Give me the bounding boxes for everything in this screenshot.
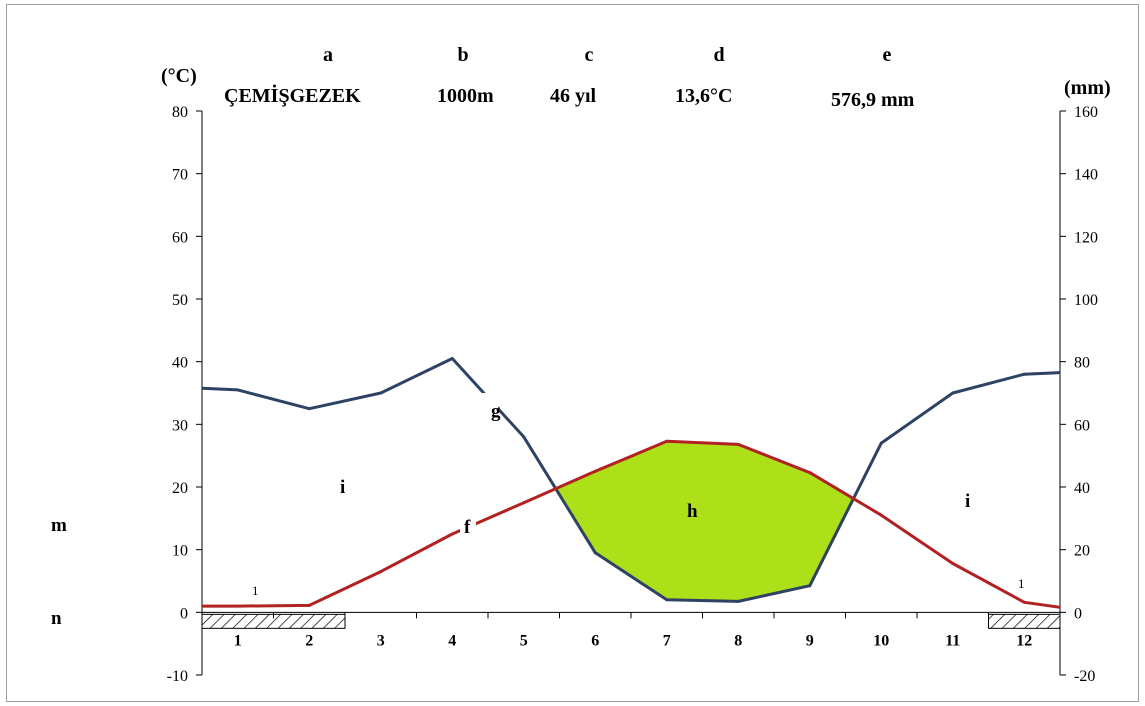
tick-labels: 80706050403020100-1016014012010080604020… [167,104,1098,685]
precipitation-point-month-2 [307,407,311,411]
annotation-g: g [491,401,501,422]
header-letter-b: b [457,44,468,66]
left-tick-label: 80 [172,104,188,121]
x-tick-label-month-4: 4 [448,632,456,649]
label-gap-f [460,512,476,538]
right-tick-label: 140 [1074,167,1098,184]
left-tick-label: 0 [180,605,188,622]
temperature-point-month-9 [808,471,812,475]
right-tick-label: 40 [1074,480,1090,497]
right-tick-label: 160 [1074,104,1098,121]
left-tick-label: 60 [172,229,188,246]
left-tick-label: 10 [172,543,188,560]
annotation-f: f [464,517,471,538]
right-tick-label: 80 [1074,355,1090,372]
x-tick-label-month-12: 12 [1016,632,1032,649]
station-elevation: 1000m [437,85,494,107]
chart-frame: a b c d e ÇEMİŞGEZEK 1000m 46 yıl 13,6°C… [6,4,1139,702]
temperature-point-month-2 [307,603,311,607]
precipitation-point-month-12 [1022,372,1026,376]
axes [196,110,1066,676]
temperature-point-month-7 [665,439,669,443]
right-tick-label: 20 [1074,543,1090,560]
right-tick-label: 120 [1074,229,1098,246]
series-lines [201,357,1061,609]
temperature-point-month-11 [951,561,955,565]
header-letter-c: c [585,44,594,66]
precipitation-point-month-3 [379,391,383,395]
right-tick-label: 60 [1074,417,1090,434]
precipitation-point-month-7 [665,598,669,602]
annual-precipitation: 576,9 mm [831,89,915,111]
header-letter-e: e [883,44,892,66]
left-tick-label: 20 [172,480,188,497]
temperature-line [202,439,1061,609]
left-tick-label: 30 [172,417,188,434]
arid-period-area [555,441,854,602]
annotation-one-right: 1 [1018,576,1025,591]
precipitation-point-month-4 [450,357,454,361]
label-gap-g [482,393,498,423]
precipitation-point-month-1 [236,388,240,392]
precipitation-point-month-5 [522,435,526,439]
x-tick-label-month-9: 9 [806,632,814,649]
x-tick-label-month-6: 6 [591,632,599,649]
header-letter-a: a [323,44,333,66]
precipitation-point-month-6 [593,551,597,555]
precipitation-point-month-10 [879,441,883,445]
temperature-point-month-5 [522,501,526,505]
x-tick-label-month-8: 8 [734,632,742,649]
precipitation-point-month-11 [951,391,955,395]
right-tick-label: 100 [1074,292,1098,309]
precipitation-point-month-8 [736,599,740,603]
right-tick-label: -20 [1074,668,1095,685]
temperature-point-month-8 [736,442,740,446]
annotation-n: n [51,608,62,629]
right-tick-label: 0 [1074,605,1082,622]
left-tick-label: 40 [172,355,188,372]
left-tick-label: 70 [172,167,188,184]
right-axis-label: (mm) [1064,77,1111,99]
x-tick-label-month-7: 7 [663,632,671,649]
annotation-m: m [51,515,67,536]
observation-years: 46 yıl [550,85,597,107]
temperature-point-month-6 [593,469,597,473]
temperature-point-month-10 [879,513,883,517]
left-tick-label: -10 [167,668,188,685]
header-letter-d: d [713,44,724,66]
left-tick-label: 50 [172,292,188,309]
x-tick-label-month-1: 1 [234,632,242,649]
annotation-h: h [687,501,698,522]
temperature-point-month-1 [236,604,240,608]
station-name: ÇEMİŞGEZEK [224,83,361,107]
precipitation-point-month-9 [808,584,812,588]
arid-area-polygon [555,441,854,602]
x-tick-label-month-3: 3 [377,632,385,649]
temperature-point-month-12 [1022,600,1026,604]
x-tick-label-month-11: 11 [945,632,960,649]
frost-bar-end [988,613,1061,629]
left-axis-label: (°C) [161,65,197,87]
x-tick-label-month-10: 10 [873,632,889,649]
frost-bar-start [201,613,346,629]
climate-diagram: a b c d e ÇEMİŞGEZEK 1000m 46 yıl 13,6°C… [51,44,1111,685]
x-tick-label-month-5: 5 [520,632,528,649]
precipitation-line [201,357,1061,603]
annotation-i-right: i [965,491,970,512]
annotation-i-left: i [340,477,345,498]
temperature-point-month-3 [379,570,383,574]
temperature-point-month-4 [450,532,454,536]
x-tick-label-month-2: 2 [305,632,313,649]
frost-period-bars [201,613,1061,629]
annotation-one-left: 1 [252,583,259,598]
mean-temperature: 13,6°C [675,85,732,107]
